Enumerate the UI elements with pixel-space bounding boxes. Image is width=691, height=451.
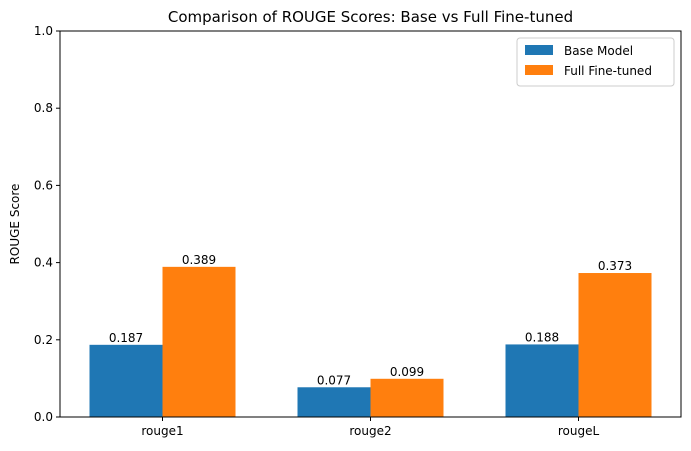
bar-value-label: 0.373 [598,259,632,273]
y-tick-label: 0.4 [34,256,53,270]
bar-base-model-rougeL [505,344,579,417]
bar-full-fine-tuned-rouge2 [370,378,444,417]
y-tick-label: 0.6 [34,178,53,192]
legend-swatch [525,45,553,55]
y-tick-label: 1.0 [34,24,53,38]
legend-label: Base Model [564,44,633,58]
y-axis-label: ROUGE Score [8,184,22,265]
bar-value-label: 0.077 [317,373,351,387]
y-tick-label: 0.8 [34,101,53,115]
legend: Base Model Full Fine-tuned [516,37,675,87]
x-tick-label: rougeL [558,424,600,438]
bar-base-model-rouge2 [297,387,371,417]
plot-area: 0.187 0.077 0.188 0.389 0.099 0.373 0.0 0.2 0.4 0… [34,24,682,438]
legend-box [516,37,675,87]
bar-value-label: 0.389 [182,253,216,267]
bar-value-label: 0.187 [109,331,143,345]
y-tick-label: 0.0 [34,410,53,424]
x-tick-label: rouge1 [141,424,183,438]
legend-swatch [525,65,553,75]
bar-value-label: 0.188 [525,330,559,344]
chart-title: Comparison of ROUGE Scores: Base vs Full… [168,8,573,26]
bar-full-fine-tuned-rougeL [578,273,652,417]
legend-label: Full Fine-tuned [564,64,652,78]
bar-base-model-rouge1 [89,344,163,417]
x-tick-label: rouge2 [349,424,391,438]
y-tick-label: 0.2 [34,333,53,347]
bar-full-fine-tuned-rouge1 [162,266,236,417]
bar-value-label: 0.099 [390,365,424,379]
